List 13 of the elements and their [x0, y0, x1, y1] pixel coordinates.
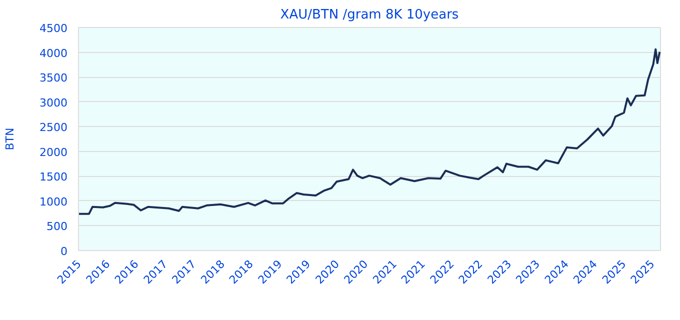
y-tick-label: 3000: [40, 96, 68, 110]
y-tick-label: 2500: [40, 121, 68, 134]
y-tick-label: 4000: [40, 46, 68, 60]
y-axis-title: BTN: [4, 128, 17, 150]
y-tick-label: 4500: [40, 22, 68, 35]
y-tick-label: 0: [60, 245, 68, 258]
y-tick-label: 1500: [40, 170, 68, 184]
y-tick-label: 3500: [40, 72, 68, 85]
y-tick-label: 1000: [40, 195, 68, 208]
chart-title: XAU/BTN /gram 8K 10years: [280, 8, 459, 22]
y-tick-label: 2000: [40, 146, 68, 159]
y-tick-label: 500: [46, 220, 68, 234]
line-series: [78, 48, 660, 215]
